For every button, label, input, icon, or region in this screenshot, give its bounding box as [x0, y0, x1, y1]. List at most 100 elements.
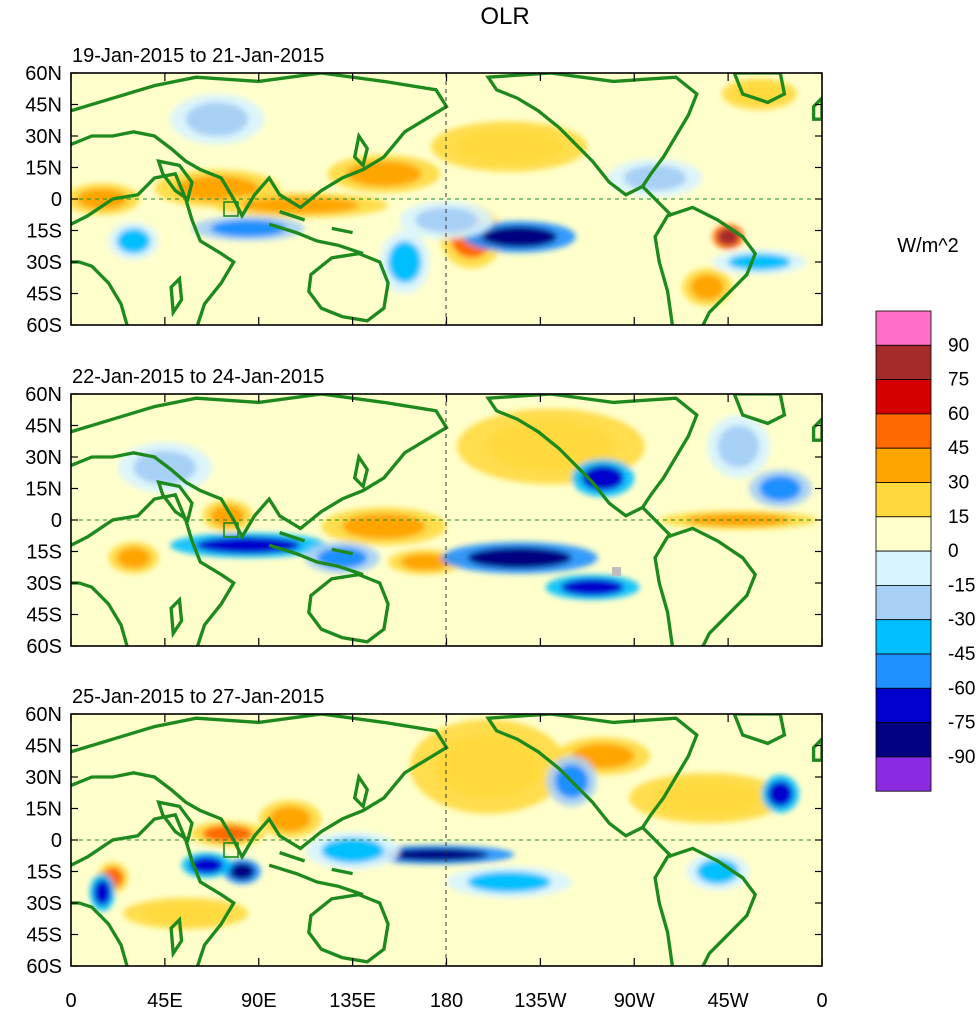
- colorbar-swatch: [875, 310, 932, 346]
- panel-2-anomaly-core-4: [488, 421, 614, 472]
- panel-1-subtitle: 19-Jan-2015 to 21-Jan-2015: [72, 45, 324, 67]
- panel-3-y-tick-label: 15S: [26, 862, 62, 884]
- panel-2-anomaly-core-8: [196, 536, 301, 554]
- colorbar-label: 45: [948, 438, 969, 459]
- panel-2-anomaly-core-7: [561, 578, 624, 596]
- panel-1-anomaly-core-11: [116, 228, 151, 254]
- x-axis-ticks: 0 45E 90E 135E 180 135W 90W 45W 0: [65, 990, 827, 1012]
- panel-1-anomaly-core-1: [175, 175, 259, 202]
- panel-3-subtitle: 25-Jan-2015 to 27-Jan-2015: [72, 686, 324, 708]
- panel-3-anomaly-core-12: [767, 781, 793, 807]
- panel-1-anomaly-core-5: [456, 129, 562, 164]
- panel-2-anomaly-core-3: [400, 553, 451, 571]
- panel-3-y-tick-label: 60S: [26, 956, 62, 978]
- panel-2-y-tick-label: 15N: [25, 479, 62, 501]
- panel-2: 22-Jan-2015 to 24-Jan-2015 60N 45N 30N 15N 0…: [25, 366, 823, 658]
- panel-3-y-ticks: 60N 45N 30N 15N 0 15S 30S 45S 60S: [25, 704, 823, 978]
- colorbar-label: 75: [948, 370, 969, 391]
- panel-3-anomaly-core-6: [144, 903, 228, 924]
- chart-title: OLR: [480, 3, 529, 30]
- panel-2-index-box: [223, 522, 239, 538]
- panel-3-anomaly-field: [89, 719, 800, 930]
- panel-1-y-tick-label: 60N: [25, 63, 62, 85]
- panel-1-anomaly-core-8: [481, 226, 558, 248]
- colorbar-units: W/m^2: [897, 235, 959, 257]
- colorbar-label: -30: [948, 610, 975, 631]
- panel-2-y-tick-label: 15S: [26, 542, 62, 564]
- panel-1: 19-Jan-2015 to 21-Jan-2015 60N 45N 30N 15N 0…: [25, 45, 823, 337]
- colorbar-swatch: [875, 379, 932, 415]
- colorbar-label: -75: [948, 713, 975, 734]
- panel-2-y-tick-label: 60N: [25, 384, 62, 406]
- colorbar-swatch: [875, 722, 932, 758]
- panel-3-y-tick-label: 60N: [25, 704, 62, 726]
- colorbar-swatch: [875, 550, 932, 586]
- panel-3-anomaly-core-7: [229, 863, 255, 880]
- panel-2-anomaly-core-1: [342, 513, 426, 539]
- panel-2-y-tick-label: 0: [51, 510, 62, 532]
- colorbar-swatch: [875, 516, 932, 552]
- panel-1-anomaly-core-0: [77, 188, 128, 210]
- panel-3-anomaly-core-10: [321, 837, 384, 864]
- colorbar-swatch: [875, 413, 932, 449]
- colorbar-swatch: [875, 344, 932, 380]
- panel-3-anomaly-core-8: [189, 856, 224, 874]
- panel-1-y-tick-label: 15N: [25, 158, 62, 180]
- panel-1-anomaly-core-2: [346, 161, 422, 187]
- panel-2-y-tick-label: 45N: [25, 416, 62, 438]
- panel-3-y-tick-label: 45N: [25, 736, 62, 758]
- colorbar-label: 90: [948, 335, 969, 356]
- x-tick-label: 90W: [614, 990, 655, 1012]
- panel-3-anomaly-core-2: [269, 806, 311, 832]
- colorbar-swatch: [875, 585, 932, 621]
- panel-1-anomaly-core-14: [623, 165, 687, 191]
- panel-1-anomaly-core-15: [728, 253, 791, 271]
- panel-3-anomaly-core-5: [655, 781, 760, 815]
- colorbar-label: -60: [948, 678, 975, 699]
- panel-2-y-tick-label: 30S: [26, 573, 62, 595]
- colorbar-label: 30: [948, 473, 969, 494]
- panel-1-y-tick-label: 45N: [25, 95, 62, 117]
- x-tick-label: 0: [65, 990, 76, 1012]
- colorbar-label: -90: [948, 747, 975, 768]
- panel-2-y-ticks: 60N 45N 30N 15N 0 15S 30S 45S 60S: [25, 384, 823, 658]
- panel-2-anomaly-field: [108, 408, 817, 600]
- x-tick-label: 135E: [329, 990, 376, 1012]
- panel-3-y-tick-label: 30S: [26, 893, 62, 915]
- panel-2-y-tick-label: 60S: [26, 636, 62, 658]
- colorbar: 90 75 60 45 30 15 0 -15 -30 -45 -60 -75 -90: [875, 310, 975, 792]
- panel-1-y-tick-label: 15S: [26, 221, 62, 243]
- panel-2-anomaly-core-11: [759, 475, 802, 502]
- colorbar-swatch: [875, 653, 932, 689]
- panel-2-missing-cell: [612, 567, 621, 576]
- panel-3-anomaly-core-3: [436, 735, 541, 798]
- panel-3-y-tick-label: 45S: [26, 925, 62, 947]
- panel-1-anomaly-core-10: [388, 241, 422, 283]
- panel-3-y-tick-label: 15N: [25, 799, 62, 821]
- colorbar-swatch: [875, 619, 932, 655]
- panel-3-anomaly-core-1: [202, 825, 253, 843]
- colorbar-label: -15: [948, 575, 975, 596]
- colorbar-label: -45: [948, 644, 975, 665]
- panel-1-y-ticks: 60N 45N 30N 15N 0 15S 30S 45S 60S: [25, 63, 823, 337]
- panel-1-y-tick-label: 0: [51, 189, 62, 211]
- panel-2-anomaly-core-0: [116, 547, 151, 569]
- panel-2-subtitle: 22-Jan-2015 to 24-Jan-2015: [72, 366, 324, 388]
- panel-2-y-tick-label: 45S: [26, 605, 62, 627]
- colorbar-label: 0: [948, 541, 959, 562]
- colorbar-label: 15: [948, 507, 969, 528]
- panel-1-y-tick-label: 30N: [25, 126, 62, 148]
- x-tick-label: 45E: [147, 990, 183, 1012]
- panel-3-y-tick-label: 0: [51, 830, 62, 852]
- colorbar-label: 60: [948, 404, 969, 425]
- panel-1-anomaly-core-6: [717, 228, 739, 246]
- colorbar-swatch: [875, 756, 932, 792]
- panel-1-anomaly-core-9: [210, 220, 286, 237]
- panel-2-anomaly-core-12: [717, 425, 760, 468]
- panel-3-y-tick-label: 30N: [25, 767, 62, 789]
- panel-1-y-tick-label: 30S: [26, 252, 62, 274]
- panel-3-anomaly-core-15: [467, 871, 551, 893]
- panel-3: 25-Jan-2015 to 27-Jan-2015 60N 45N 30N 15N 0…: [25, 686, 823, 978]
- colorbar-swatch: [875, 687, 932, 723]
- panel-3-anomaly-core-9: [383, 848, 489, 861]
